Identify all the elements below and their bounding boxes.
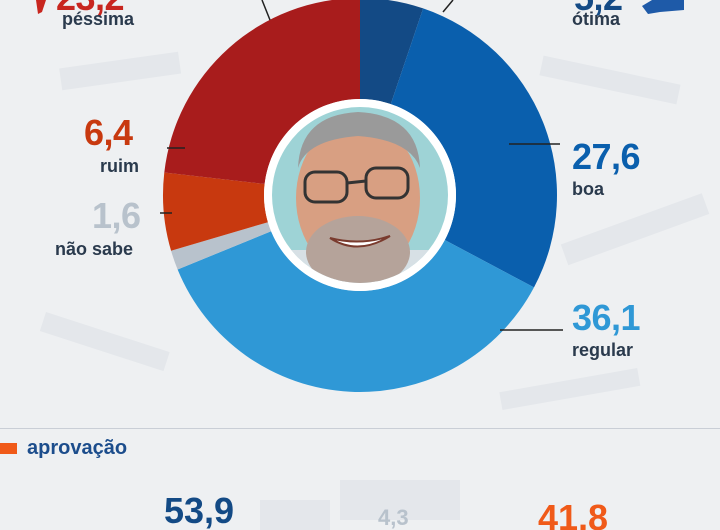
slice-nao-sabe [171,222,272,270]
pessima-label: péssima [62,9,135,29]
approval-title: aprovação [27,436,128,459]
approval-value-disapprove: 41,8 [538,497,609,530]
boa-label: boa [572,179,605,199]
nao-sabe-label: não sabe [55,239,134,259]
pessima-value: 23,2 [56,0,125,16]
regular-value: 36,1 [572,297,641,338]
thumbs-up-icon [642,0,684,14]
boa-value: 27,6 [572,136,641,177]
approval-value-approve: 53,9 [164,490,235,530]
ruim-value: 6,4 [84,112,133,153]
ruim-label: ruim [100,156,140,176]
nao-sabe-value: 1,6 [92,195,141,236]
slice-boa [390,8,557,288]
otima-label: ótima [572,9,621,29]
otima-value: 5,2 [574,0,623,16]
approval-value-unknown: 4,3 [378,505,409,530]
slice-ruim [163,172,268,251]
approval-marker [0,442,17,454]
slice-pessima [164,0,360,185]
section-divider [0,428,720,429]
slice-regular [177,231,535,392]
regular-label: regular [572,340,634,360]
slice-otima [360,0,424,105]
approval-section-header: aprovação [0,436,127,460]
thumbs-down-icon [36,0,46,14]
